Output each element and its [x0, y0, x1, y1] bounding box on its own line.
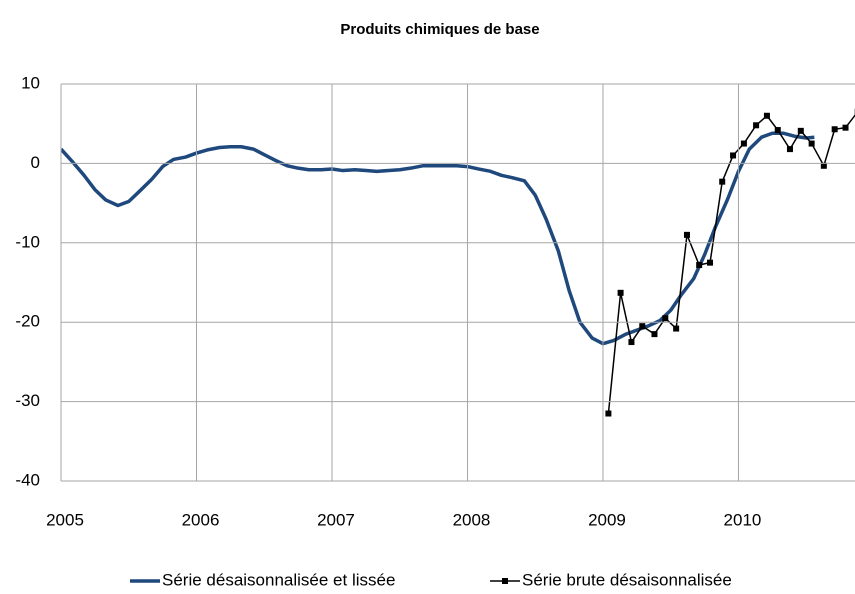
legend-label: Série brute désaisonnalisée [522, 570, 732, 589]
marker [797, 127, 804, 134]
x-tick-label: 2006 [182, 510, 220, 529]
x-tick-label: 2007 [317, 510, 355, 529]
legend-label: Série désaisonnalisée et lissée [162, 570, 395, 589]
y-tick-label: 0 [31, 153, 40, 172]
marker [740, 140, 747, 147]
y-tick-label: -10 [15, 232, 40, 251]
x-tick-label: 2005 [46, 510, 84, 529]
y-tick-label: -40 [15, 470, 40, 489]
marker [617, 289, 624, 296]
marker [683, 231, 690, 238]
marker [639, 323, 646, 330]
marker [696, 262, 703, 269]
marker [831, 126, 838, 133]
marker [753, 122, 760, 129]
y-tick-label: -30 [15, 391, 40, 410]
marker [651, 331, 658, 338]
x-tick-label: 2009 [588, 510, 626, 529]
y-tick-label: 10 [21, 73, 40, 92]
x-tick-label: 2008 [453, 510, 491, 529]
marker [786, 146, 793, 153]
plot-area [61, 108, 855, 417]
y-tick-label: -20 [15, 312, 40, 331]
marker [707, 259, 714, 266]
marker [808, 140, 815, 147]
marker [628, 339, 635, 346]
marker [730, 152, 737, 159]
marker [673, 325, 680, 332]
x-tick-label: 2010 [724, 510, 762, 529]
marker [820, 162, 827, 169]
marker [763, 112, 770, 119]
series-line [61, 131, 815, 346]
marker [719, 178, 726, 185]
marker [842, 124, 849, 131]
marker [662, 315, 669, 322]
marker [774, 127, 781, 134]
legend-marker [502, 578, 508, 584]
chart-title: Produits chimiques de base [340, 21, 539, 38]
marker [605, 410, 612, 417]
